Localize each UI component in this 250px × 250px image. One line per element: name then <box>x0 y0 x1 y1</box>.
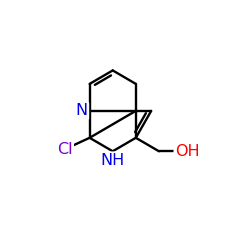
Text: NH: NH <box>100 153 125 168</box>
Text: N: N <box>76 103 88 118</box>
Text: Cl: Cl <box>57 142 72 157</box>
Text: OH: OH <box>175 144 200 159</box>
